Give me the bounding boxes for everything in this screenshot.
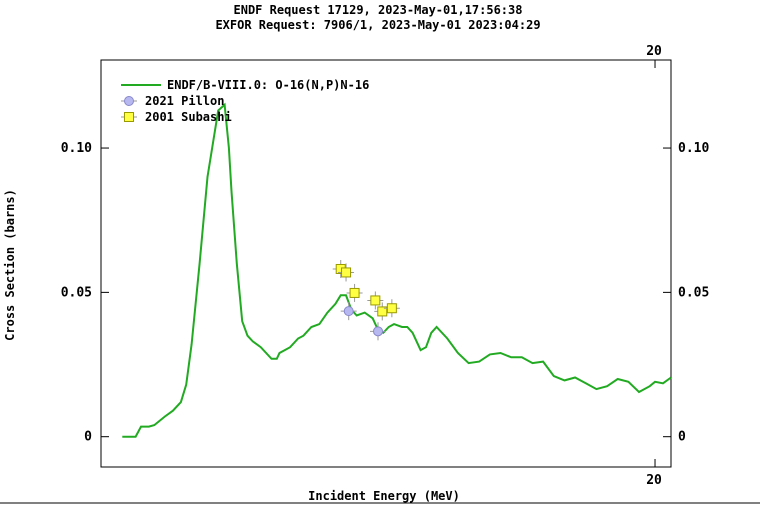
y-tick-label-right-1: 0.05 [678,285,709,300]
data-point-square-1-1 [338,263,355,282]
plot-frame [100,59,672,468]
marker-square [386,303,397,314]
axis-ticks: 0 0 0.05 0.05 0.10 0.10 20 20 [61,44,710,488]
legend-label-0: ENDF/B-VIII.0: O-16(N,P)N-16 [167,78,369,92]
marker-square [370,295,381,306]
data-point-circle-0-1 [370,322,387,341]
header-line-1: ENDF Request 17129, 2023-May-01,17:56:38 [234,3,523,17]
data-point-square-1-5 [383,299,400,318]
data-point-circle-0-0 [340,302,357,321]
legend-label-2: 2001 Subashi [145,110,232,124]
data-point-square-1-2 [346,283,363,302]
y-axis-label: Cross Section (barns) [3,189,17,341]
data-point-square-1-3 [367,291,384,310]
y-tick-label-right-2: 0.10 [678,141,709,156]
legend-swatch-square [124,112,134,122]
data-series [122,102,672,438]
y-tick-label-left-2: 0.10 [61,141,92,156]
marker-square [349,287,360,298]
y-tick-label-right-0: 0 [678,430,686,445]
endf-curve [122,102,672,438]
x-tick-label-bottom-0: 20 [646,473,662,488]
legend-swatch-circle [124,96,134,106]
legend: ENDF/B-VIII.0: O-16(N,P)N-16 2021 Pillon 2… [121,78,369,124]
plot-frame-rect [100,59,672,468]
marker-circle [343,306,354,317]
marker-square [341,267,352,278]
header-line-2: EXFOR Request: 7906/1, 2023-May-01 2023:… [215,18,540,32]
y-tick-label-left-1: 0.05 [61,285,92,300]
legend-label-1: 2021 Pillon [145,94,224,108]
x-tick-label-top-0: 20 [646,44,662,59]
marker-circle [373,326,384,337]
marker-square [377,306,388,317]
x-axis-label: Incident Energy (MeV) [308,489,460,503]
y-tick-label-left-0: 0 [84,430,92,445]
